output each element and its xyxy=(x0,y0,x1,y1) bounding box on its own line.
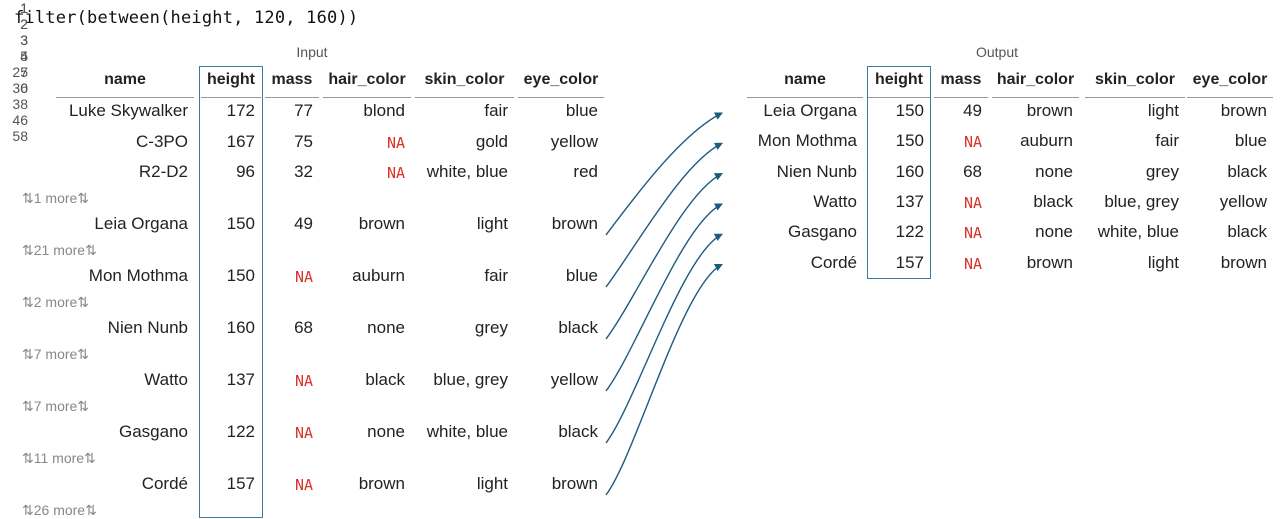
input-caption: Input xyxy=(296,44,328,60)
mapping-arrow xyxy=(605,233,723,444)
mapping-arrow xyxy=(605,203,723,392)
mapping-arrow xyxy=(605,112,723,236)
mapping-arrow xyxy=(605,263,723,496)
mapping-arrow xyxy=(605,142,723,288)
output-caption: Output xyxy=(975,44,1019,60)
code-expression: filter(between(height, 120, 160)) xyxy=(14,8,359,28)
mapping-arrow xyxy=(605,172,723,340)
